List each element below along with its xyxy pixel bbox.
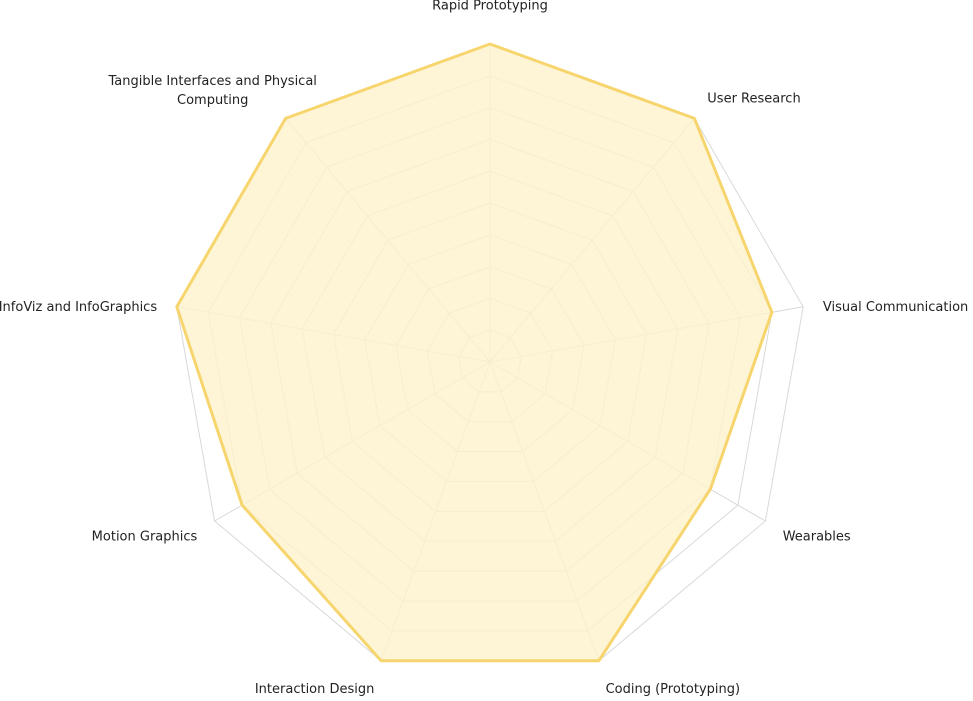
radar-series — [175, 42, 774, 663]
axis-label-3: Wearables — [783, 530, 851, 545]
axis-label-7: InfoViz and InfoGraphics — [0, 300, 157, 315]
axis-label-2: Visual Communication — [823, 300, 968, 315]
axis-label-5: Interaction Design — [255, 682, 375, 697]
axis-label-8: Tangible Interfaces and Physical Computin… — [107, 74, 316, 108]
axis-label-6: Motion Graphics — [92, 530, 198, 545]
axis-label-0: Rapid Prototyping — [432, 0, 548, 14]
series-area-0 — [175, 42, 774, 663]
axis-label-4: Coding (Prototyping) — [606, 682, 740, 697]
axis-label-1: User Research — [707, 92, 800, 107]
